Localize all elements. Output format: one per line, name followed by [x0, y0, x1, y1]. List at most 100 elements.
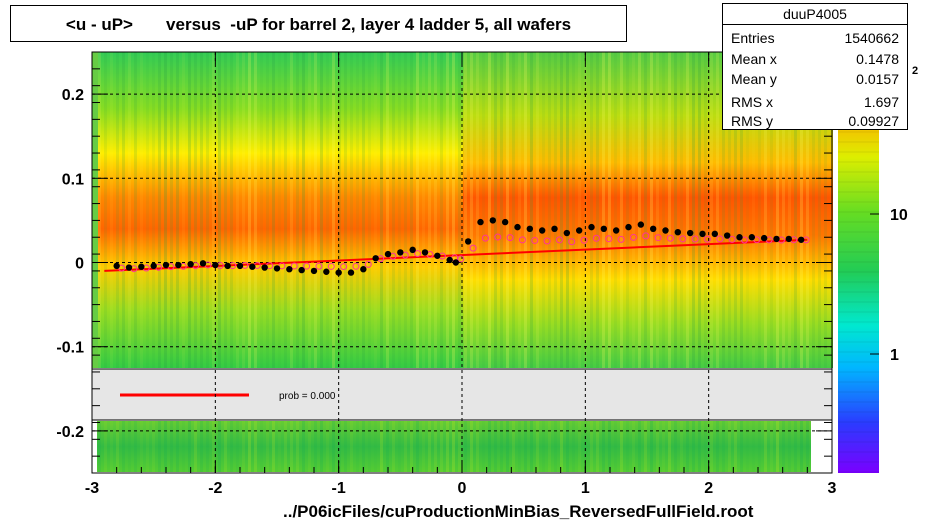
profile-marker: [286, 266, 293, 273]
heatmap-stripe: [176, 52, 179, 368]
heatmap-stripe: [764, 421, 767, 472]
heatmap-stripe: [176, 421, 179, 472]
x-tick-label: -1: [332, 480, 346, 497]
profile-marker: [162, 261, 170, 269]
heatmap-stripe: [134, 421, 137, 472]
heatmap-stripe: [668, 421, 671, 472]
y-tick-label: 0: [75, 256, 84, 273]
profile-marker: [686, 229, 694, 237]
heatmap-stripe: [782, 421, 785, 472]
profile-marker: [224, 262, 231, 270]
heatmap-stripe: [620, 52, 623, 368]
open-marker: [642, 232, 650, 240]
stat-row-mean-y: Mean y 0.0157: [731, 71, 899, 91]
y-tick-label: 0.1: [62, 171, 84, 188]
open-marker: [543, 237, 551, 245]
heatmap-stripe: [500, 421, 503, 472]
heatmap-stripe: [170, 52, 173, 368]
heatmap-stripe: [392, 421, 395, 472]
heatmap-stripe: [626, 421, 629, 472]
heatmap-stripe: [794, 52, 797, 368]
heatmap-stripe: [770, 52, 773, 368]
heatmap-stripe: [596, 52, 599, 368]
profile-marker: [563, 229, 571, 237]
open-marker: [481, 234, 489, 242]
heatmap-stripe: [662, 421, 665, 472]
profile-marker: [323, 268, 330, 275]
heatmap-stripe: [224, 52, 227, 368]
open-marker: [592, 234, 600, 242]
profile-marker: [187, 260, 194, 268]
profile-marker: [298, 266, 305, 274]
heatmap-stripe: [146, 421, 149, 472]
profile-marker: [760, 234, 768, 242]
profile-marker: [575, 227, 583, 234]
heatmap-stripe: [314, 421, 317, 472]
heatmap-stripe: [440, 421, 443, 472]
heatmap-stripe: [536, 52, 539, 368]
open-marker: [414, 250, 422, 258]
heatmap-stripe: [818, 52, 821, 368]
heatmap-stripe: [398, 52, 401, 368]
heatmap-stripe: [644, 421, 647, 472]
heatmap-stripe: [98, 52, 101, 368]
stat-row-rms-x: RMS x 1.697: [731, 94, 899, 114]
heatmap-edge-left: [92, 52, 98, 368]
heatmap-stripe: [416, 52, 419, 368]
heatmap-stripe: [158, 52, 161, 368]
heatmap-stripe: [752, 421, 755, 472]
palette-label-10: 10: [890, 207, 908, 224]
heatmap-stripe: [194, 52, 197, 368]
heatmap-stripe: [140, 52, 143, 368]
chart-title: <u - uP> versus -uP for barrel 2, layer …: [65, 15, 572, 34]
open-marker: [740, 236, 748, 244]
heatmap-stripe: [308, 52, 311, 368]
open-marker: [617, 235, 625, 243]
profile-marker: [625, 223, 632, 231]
profile-marker: [773, 235, 780, 243]
heatmap-stripe: [542, 421, 545, 472]
stat-row-entries: Entries 1540662: [731, 30, 899, 50]
heatmap-stripe: [380, 52, 383, 368]
heatmap-stripe: [620, 421, 623, 472]
profile-marker: [409, 246, 416, 254]
heatmap-stripe: [158, 421, 161, 472]
heatmap-stripe: [704, 52, 707, 368]
stat-value: 1540662: [844, 30, 899, 46]
heatmap-stripe: [482, 421, 485, 472]
profile-marker: [723, 232, 731, 239]
profile-marker: [452, 259, 460, 266]
heatmap-stripe: [446, 421, 449, 472]
profile-marker: [347, 269, 355, 276]
profile-marker: [748, 234, 756, 241]
heatmap-stripe: [350, 421, 353, 472]
chart-title-box: <u - uP> versus -uP for barrel 2, layer …: [10, 5, 627, 42]
profile-marker: [372, 255, 379, 262]
heatmap-stripe: [536, 421, 539, 472]
heatmap-stripe: [518, 421, 521, 472]
open-marker: [278, 262, 286, 270]
heatmap-stripe: [104, 421, 107, 472]
heatmap-stripe: [152, 52, 155, 368]
heatmap-stripe: [578, 52, 581, 368]
heatmap-stripe: [266, 52, 269, 368]
open-marker: [352, 262, 360, 270]
profile-marker: [310, 267, 318, 275]
heatmap-stripe: [200, 52, 203, 368]
heatmap-stripe: [788, 52, 791, 368]
stat-row-mean-x: Mean x 0.1478: [731, 51, 899, 71]
heatmap-stripe: [146, 52, 149, 368]
open-marker: [457, 255, 465, 263]
heatmap-stripe: [452, 421, 455, 472]
heatmap-stripe: [710, 421, 713, 472]
stat-key: RMS x: [731, 94, 773, 110]
heatmap-stripe: [770, 421, 773, 472]
heatmap-stripe: [188, 421, 191, 472]
profile-marker: [637, 221, 645, 228]
heatmap-stripe: [206, 421, 209, 472]
heatmap-stripe: [278, 421, 281, 472]
heatmap-stripe: [740, 421, 743, 472]
profile-marker: [397, 249, 404, 256]
fit-legend-text: prob = 0.000: [279, 391, 336, 402]
heatmap-stripe: [698, 52, 701, 368]
